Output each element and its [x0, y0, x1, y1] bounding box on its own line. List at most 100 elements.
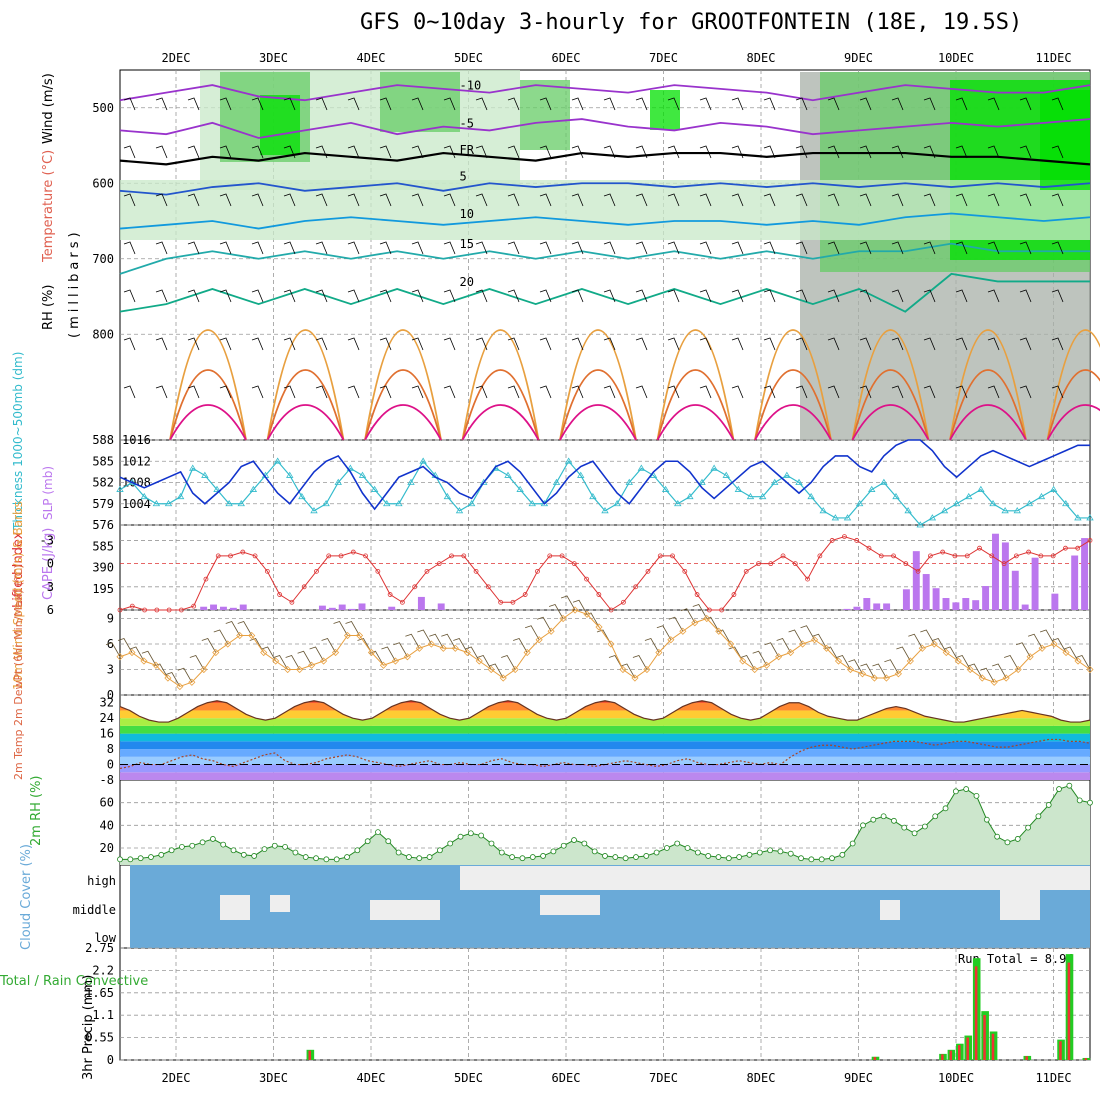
wind-barb: [795, 289, 808, 303]
slp-tick-label: 1012: [122, 454, 151, 468]
thickness-point: [383, 499, 391, 507]
rh-shade-region: [520, 80, 570, 150]
upper-air-ylabel-rh: RH (%): [41, 285, 56, 330]
li-point: [1087, 538, 1093, 543]
thickness-point: [225, 499, 233, 507]
warm-isotherm-arc: [1046, 404, 1100, 441]
wind-barb: [731, 97, 744, 111]
wind-barb: [571, 193, 584, 207]
date-label-bottom: 2DEC: [162, 1071, 191, 1085]
wind-barb: [219, 241, 232, 255]
wind-barb-10m: [740, 655, 756, 670]
wind-tick-label: 0: [107, 688, 114, 702]
wind-barb: [251, 97, 264, 111]
wind-speed-point: [978, 674, 986, 682]
li-point: [805, 576, 810, 582]
wind-barb-10m: [1063, 646, 1079, 662]
thickness-point: [831, 514, 840, 521]
run-total-annotation: Run Total = 8.94: [958, 952, 1074, 966]
wind-barb-10m: [225, 621, 241, 636]
li-point: [584, 576, 589, 582]
wind-barb: [763, 337, 776, 351]
wind-barb-10m: [117, 638, 133, 653]
thickness-point: [989, 499, 997, 507]
warm-isotherm-arc: [266, 369, 345, 441]
wind-barb: [699, 145, 712, 159]
wind-barb: [859, 241, 872, 255]
wind-barb-10m: [680, 608, 696, 623]
wind-barb: [603, 241, 616, 255]
wind-barb: [411, 241, 424, 255]
li-point: [964, 553, 970, 559]
wind-barb: [859, 193, 872, 207]
rh-point: [447, 840, 454, 847]
li-point: [719, 607, 725, 613]
cape-tick-label: 585: [92, 539, 114, 553]
thickness-point: [661, 485, 670, 492]
wind-speed-point: [427, 640, 435, 648]
thickness-point: [286, 471, 294, 478]
thickness-point: [346, 464, 355, 471]
cape-bar: [942, 598, 950, 610]
wind-barb: [507, 145, 520, 159]
li-point: [264, 568, 270, 574]
wind-speed-point: [248, 631, 256, 640]
wind-barb: [571, 97, 584, 111]
wind-barb-10m: [752, 650, 768, 666]
li-point: [1063, 545, 1068, 551]
upper-air-ylabel-mb: (millibars): [67, 228, 82, 338]
wind-speed-point: [176, 682, 184, 691]
wind-speed-point: [463, 648, 471, 657]
wind-speed-point: [320, 657, 328, 665]
wind-barb: [699, 289, 712, 303]
thickness-point: [334, 478, 342, 485]
wind-barb: [699, 337, 712, 351]
wind-barb: [891, 385, 904, 399]
thickness-point: [952, 499, 961, 507]
wind-barb-10m: [968, 663, 983, 679]
wind-barb: [571, 145, 584, 159]
thickness-point: [734, 485, 743, 492]
date-label-bottom: 8DEC: [747, 1071, 776, 1085]
wind-barb: [603, 289, 616, 303]
wind-barb: [123, 193, 136, 207]
wind-barb-10m: [836, 655, 851, 670]
wind-barb-10m: [620, 663, 636, 679]
thickness-point: [273, 457, 282, 464]
wind-barb-10m: [525, 625, 540, 640]
li-point: [277, 592, 283, 597]
isotherm-line: [119, 212, 1091, 230]
li-point: [1038, 553, 1044, 559]
wind-speed-point: [763, 661, 771, 669]
thickness-point: [322, 499, 330, 507]
date-label-top: 9DEC: [844, 51, 873, 65]
wind-barb: [987, 97, 1000, 111]
li-point: [780, 553, 786, 559]
wind-barb: [667, 337, 680, 351]
wind-barb-10m: [441, 633, 456, 649]
wind-barb-10m: [141, 650, 157, 666]
wind-barb: [443, 337, 456, 351]
date-label-top: 3DEC: [259, 51, 288, 65]
wind-barb: [123, 241, 136, 255]
li-point: [694, 592, 700, 597]
precip-convective-bar: [983, 1015, 986, 1060]
rh-point: [1056, 786, 1062, 792]
warm-isotherm-arc: [364, 329, 442, 441]
warm-isotherm-arc: [266, 404, 345, 441]
precip-convective-bar: [308, 1050, 312, 1060]
li-point: [768, 561, 774, 567]
wind-barb: [1019, 241, 1032, 255]
temp-color-band: [120, 700, 1090, 703]
wind-barb: [1051, 385, 1064, 399]
wind-barb: [891, 337, 904, 351]
isotherm-line: [119, 242, 1090, 275]
wind-barb: [507, 241, 520, 255]
wind-barb: [763, 289, 776, 303]
wind-barb: [443, 193, 456, 207]
wind-barb: [571, 337, 584, 351]
cape-bar: [348, 608, 356, 610]
thickness-point: [868, 485, 876, 492]
temp-ylabel: 2m Temp 2m DewPt (6hr Min/Max) (°C): [12, 564, 25, 780]
